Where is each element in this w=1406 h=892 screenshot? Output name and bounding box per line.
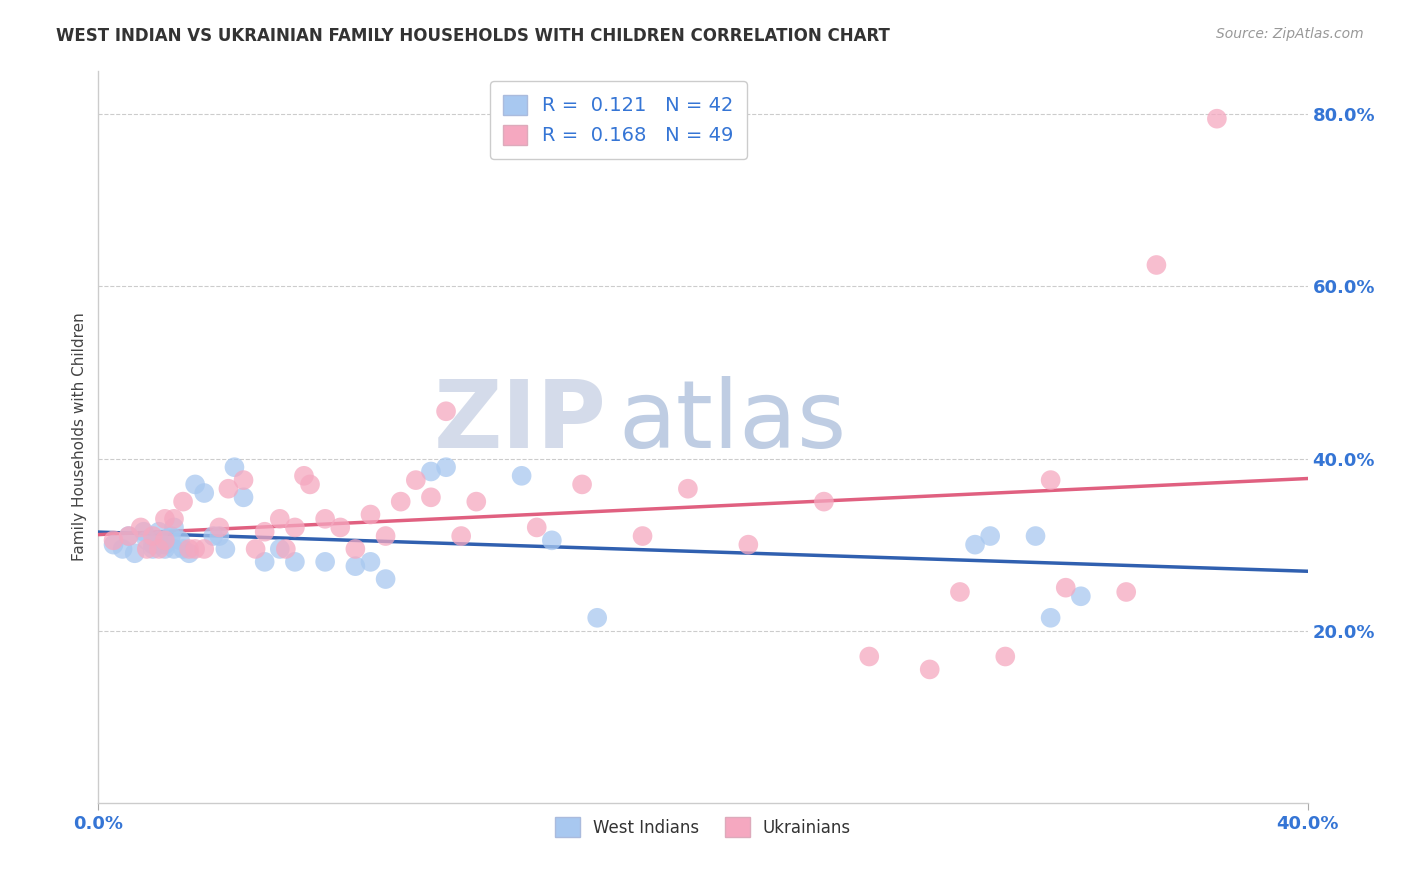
Point [1024,529,1046,543]
Point [284,520,307,534]
Point [135,541,157,556]
Point [142,541,165,556]
Point [918,662,941,676]
Point [184,541,207,556]
Point [1070,589,1092,603]
Point [676,482,699,496]
Point [299,477,322,491]
Point [153,541,176,556]
Point [163,541,186,556]
Point [858,649,880,664]
Point [434,460,457,475]
Point [1054,581,1077,595]
Point [274,541,297,556]
Point [148,541,170,556]
Point [163,520,186,534]
Text: WEST INDIAN VS UKRAINIAN FAMILY HOUSEHOLDS WITH CHILDREN CORRELATION CHART: WEST INDIAN VS UKRAINIAN FAMILY HOUSEHOL… [56,27,890,45]
Point [208,529,231,543]
Point [420,491,443,505]
Point [153,538,176,552]
Point [292,468,315,483]
Point [586,611,609,625]
Point [269,512,291,526]
Point [232,491,254,505]
Point [813,494,835,508]
Y-axis label: Family Households with Children: Family Households with Children [72,313,87,561]
Point [949,585,972,599]
Point [434,404,457,418]
Point [1039,611,1062,625]
Point [329,520,352,534]
Point [217,482,239,496]
Point [631,529,654,543]
Point [172,494,194,508]
Point [314,512,336,526]
Point [142,538,165,552]
Point [214,541,236,556]
Point [202,529,225,543]
Point [571,477,593,491]
Point [118,529,141,543]
Point [1206,112,1229,126]
Point [208,520,231,534]
Point [163,512,186,526]
Point [148,524,170,539]
Point [540,533,562,548]
Point [179,541,201,556]
Point [169,533,191,548]
Point [193,541,215,556]
Point [103,538,125,552]
Point [344,559,367,574]
Point [132,524,155,539]
Point [1039,473,1062,487]
Point [193,486,215,500]
Text: atlas: atlas [619,376,846,468]
Point [374,529,396,543]
Point [184,477,207,491]
Point [510,468,533,483]
Point [253,524,276,539]
Point [269,541,291,556]
Point [179,546,201,560]
Point [420,465,443,479]
Point [344,541,367,556]
Point [129,520,152,534]
Point [526,520,548,534]
Point [374,572,396,586]
Point [224,460,246,475]
Point [284,555,307,569]
Point [232,473,254,487]
Point [160,529,183,543]
Point [148,533,170,548]
Point [465,494,488,508]
Legend: West Indians, Ukrainians: West Indians, Ukrainians [547,809,859,846]
Point [994,649,1017,664]
Point [360,508,382,522]
Point [103,533,125,548]
Point [118,529,141,543]
Point [142,529,165,543]
Point [360,555,382,569]
Point [979,529,1001,543]
Point [389,494,412,508]
Point [124,546,146,560]
Point [111,541,134,556]
Point [314,555,336,569]
Point [153,533,176,548]
Point [737,538,759,552]
Text: ZIP: ZIP [433,376,606,468]
Point [1144,258,1167,272]
Point [965,538,987,552]
Point [1115,585,1137,599]
Point [153,512,176,526]
Point [405,473,427,487]
Point [135,533,157,548]
Point [253,555,276,569]
Text: Source: ZipAtlas.com: Source: ZipAtlas.com [1216,27,1364,41]
Point [245,541,267,556]
Point [450,529,472,543]
Point [172,541,194,556]
